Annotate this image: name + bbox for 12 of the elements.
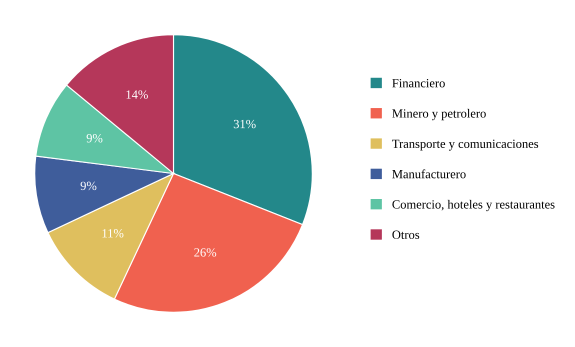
data-label: 31%	[234, 120, 256, 128]
data-label: 11%	[102, 229, 124, 238]
data-label: 9%	[80, 182, 96, 190]
legend-label: Minero y petrolero	[392, 108, 486, 120]
data-label: 26%	[194, 248, 216, 257]
legend-label: Otros	[392, 230, 420, 239]
legend-label: Comercio, hoteles y restaurantes	[392, 200, 555, 212]
data-label: 9%	[86, 134, 102, 142]
legend-label: Manufacturero	[392, 169, 466, 178]
legend-label: Financiero	[392, 78, 445, 88]
data-label: 14%	[126, 90, 148, 99]
legend-label: Transporte y comunicaciones	[392, 140, 538, 151]
